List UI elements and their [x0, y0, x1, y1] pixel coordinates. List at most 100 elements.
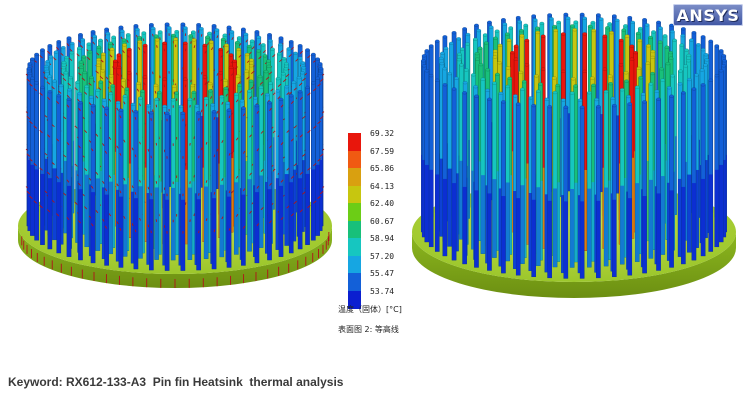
pin-fin	[180, 111, 186, 271]
heatsink-right-base-side	[412, 232, 736, 298]
pin-fin	[487, 97, 492, 271]
pin-fin	[146, 104, 151, 265]
legend-value: 62.40	[370, 199, 395, 208]
pin-fin	[434, 78, 440, 252]
legend-swatch	[348, 185, 361, 204]
pin-fin	[569, 91, 575, 268]
legend-swatch	[348, 168, 361, 186]
pin-fin	[531, 104, 536, 278]
caption-text: Keyword: RX612-133-A3 Pin fin Heatsink t…	[8, 375, 344, 389]
pin-fin	[247, 89, 252, 252]
pin-fin	[451, 87, 457, 261]
pin-fin	[51, 79, 57, 241]
pin-fin	[300, 71, 306, 232]
legend-entry: 55.47	[348, 269, 408, 291]
pin-fin	[515, 102, 521, 276]
pin-fin	[78, 101, 83, 261]
pin-fin	[56, 94, 62, 254]
pin-fin	[459, 63, 464, 240]
legend-value: 55.47	[370, 269, 395, 278]
legend-entry: 58.94	[348, 234, 408, 256]
pin-fin	[424, 69, 430, 243]
legend-value: 64.13	[370, 181, 395, 191]
pin-fin	[234, 92, 239, 255]
pin-fin	[579, 105, 585, 279]
legend-swatch	[348, 220, 361, 239]
pin-fin	[536, 89, 541, 266]
pin-fin	[642, 100, 647, 274]
pin-fin	[288, 94, 294, 254]
pin-fin	[226, 108, 232, 268]
pin-fin	[505, 84, 510, 262]
pin-fin	[669, 94, 674, 268]
pin-fin	[95, 88, 101, 251]
ansys-logo-text: ANSYS	[676, 6, 740, 25]
pin-fin	[660, 78, 666, 255]
pin-fin	[691, 87, 697, 261]
pin-fin	[170, 98, 176, 261]
pin-fin	[297, 90, 303, 250]
pin-fin	[700, 83, 706, 257]
pin-fin	[480, 77, 486, 254]
legend-swatch	[348, 203, 361, 221]
pin-fin	[708, 78, 714, 252]
legend-value: 58.94	[370, 234, 395, 243]
legend-swatch	[348, 238, 361, 256]
legend-entry: 53.74	[348, 287, 408, 309]
legend-entry: 62.40	[348, 199, 408, 221]
legend-quantity-label: 温度（固体）[°C]	[338, 305, 402, 314]
pin-fin	[619, 88, 625, 265]
pin-fin	[90, 104, 96, 264]
pin-fin	[547, 105, 552, 279]
pin-fin	[133, 110, 139, 270]
pin-fin	[278, 97, 284, 257]
pin-fin	[29, 76, 35, 236]
legend-entry: 57.20	[348, 252, 408, 274]
pin-fin	[66, 97, 72, 257]
pin-fin	[315, 76, 321, 236]
legend-entry: 67.59	[348, 147, 408, 169]
pin-fin	[447, 72, 452, 247]
legend-value: 67.59	[370, 146, 395, 156]
pin-fin	[612, 104, 617, 278]
pin-fin	[681, 91, 686, 265]
legend-entry: 65.86	[348, 164, 408, 186]
pin-fin	[587, 91, 592, 268]
legend-value: 53.74	[370, 286, 395, 296]
pin-fin	[686, 77, 692, 253]
pin-fin	[474, 94, 479, 268]
pin-fin	[241, 106, 246, 266]
heatsink-left-with-vectors	[18, 22, 332, 289]
pin-fin	[648, 82, 654, 259]
legend-value: 60.67	[370, 216, 395, 226]
pin-fin	[714, 74, 720, 248]
pin-fin	[39, 85, 45, 245]
pin-fin	[108, 91, 114, 255]
legend-swatch	[348, 133, 361, 151]
pin-fin	[84, 84, 90, 248]
pin-fin	[149, 111, 154, 271]
legend-value: 57.20	[370, 251, 395, 261]
legend-value: 65.86	[370, 164, 395, 173]
pin-fin	[187, 97, 193, 260]
pin-fin	[563, 105, 569, 279]
legend-swatch	[348, 290, 361, 309]
pin-fin	[254, 104, 260, 264]
pin-fin	[258, 85, 264, 248]
pin-fin	[442, 83, 448, 257]
pin-fin	[154, 97, 159, 260]
pin-fin	[267, 101, 272, 261]
pin-fin	[596, 105, 601, 279]
ansys-logo: ANSYS	[673, 4, 743, 26]
pin-fin	[305, 85, 311, 245]
pin-fin	[552, 90, 558, 268]
heatsink-right	[412, 12, 736, 298]
pin-fin	[627, 102, 633, 276]
pin-fin	[196, 111, 201, 271]
pin-fin	[656, 97, 661, 271]
pin-fin	[104, 106, 109, 266]
legend-value: 69.32	[370, 129, 395, 138]
heatsink-left-base-side	[18, 226, 332, 288]
pin-fin	[311, 81, 317, 241]
